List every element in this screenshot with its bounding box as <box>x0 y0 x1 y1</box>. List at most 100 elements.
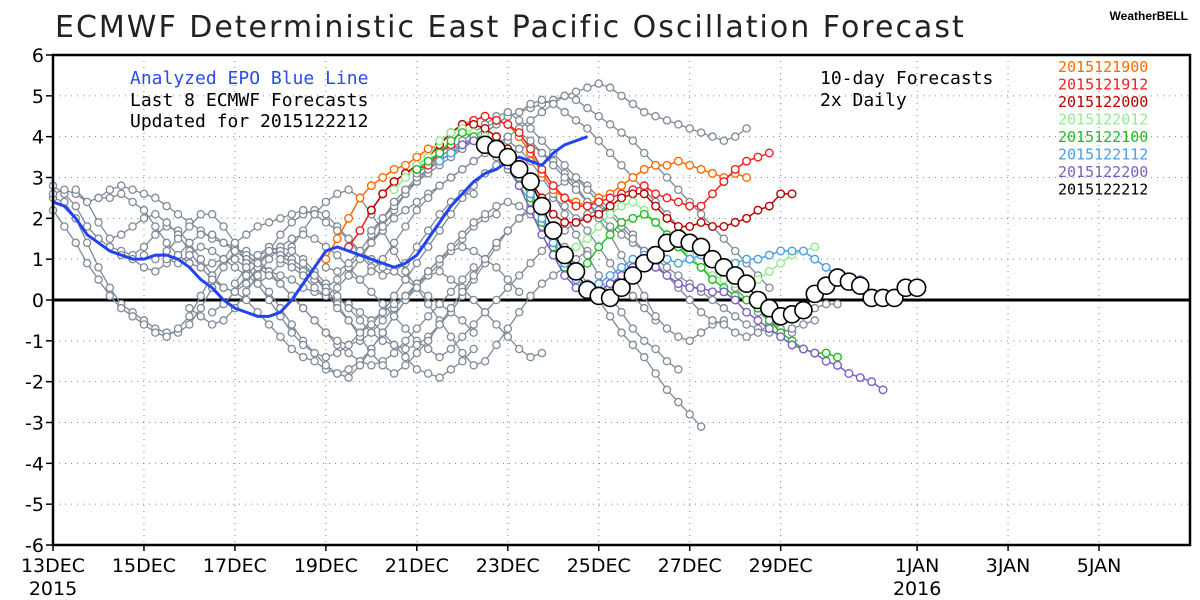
older-forecast-point <box>367 320 376 329</box>
older-forecast-point <box>332 267 342 276</box>
older-forecast-point <box>94 275 103 284</box>
chart-title: ECMWF Deterministic East Pacific Oscilla… <box>55 10 966 45</box>
forecast-point-2015122012 <box>435 136 445 146</box>
older-forecast-point <box>821 299 831 309</box>
older-forecast-point <box>401 267 410 276</box>
older-forecast-point <box>446 332 456 341</box>
older-forecast-point <box>378 316 387 325</box>
older-forecast-point <box>480 307 490 317</box>
forecast-point-2015121900 <box>423 144 433 154</box>
older-forecast-point <box>469 246 478 256</box>
older-forecast-point <box>435 299 444 309</box>
older-forecast-point <box>458 287 467 297</box>
forecast-point-2015121912 <box>560 193 570 203</box>
older-forecast-point <box>321 218 331 227</box>
forecast-point-2015122012 <box>764 266 774 276</box>
older-forecast-point <box>344 316 353 325</box>
older-forecast-point <box>503 107 513 117</box>
forecast-point-2015122100 <box>707 275 717 285</box>
forecast-point-2015121900 <box>412 152 422 162</box>
older-forecast-point <box>605 258 615 268</box>
older-forecast-point <box>310 209 319 219</box>
forecast-point-2015122112 <box>446 148 456 158</box>
older-forecast-point <box>230 279 240 288</box>
older-forecast-point <box>162 238 171 248</box>
forecast-point-2015122200 <box>742 307 752 317</box>
older-forecast-point <box>219 283 228 292</box>
older-forecast-point <box>412 258 422 268</box>
older-forecast-point <box>571 95 581 105</box>
older-forecast-point <box>378 336 387 346</box>
forecast-point-2015122200 <box>798 344 808 354</box>
older-forecast-point <box>162 246 171 256</box>
brand-logo: WeatherBELL <box>1110 9 1188 23</box>
older-forecast-point <box>298 230 308 239</box>
older-forecast-point <box>583 185 592 194</box>
older-forecast-point <box>389 340 399 350</box>
older-forecast-point <box>207 307 217 317</box>
older-forecast-point <box>730 328 740 337</box>
older-forecast-point <box>253 279 262 288</box>
older-forecast-point <box>583 83 592 92</box>
forecast-point-2015122012 <box>776 258 786 268</box>
older-forecast-point <box>253 258 262 268</box>
older-forecast-point <box>730 312 740 321</box>
older-forecast-point <box>253 222 262 231</box>
older-forecast-point <box>594 79 604 88</box>
older-forecast-point <box>605 222 615 231</box>
older-forecast-point <box>605 120 615 129</box>
forecast-point-2015122200 <box>662 271 672 281</box>
forecast-point-2015121912 <box>730 164 740 174</box>
forecast-point-2015122000 <box>571 217 581 227</box>
older-forecast-point <box>469 189 478 199</box>
latest-forecast-point <box>691 237 711 257</box>
older-forecast-point <box>242 230 251 239</box>
latest-forecast-point <box>794 300 813 320</box>
older-forecast-point <box>139 214 149 223</box>
older-forecast-point <box>105 283 115 292</box>
older-forecast-point <box>526 258 535 268</box>
older-forecast-point <box>639 148 649 158</box>
forecast-point-2015121912 <box>673 197 683 207</box>
older-forecast-point <box>696 128 706 137</box>
older-forecast-point <box>264 246 274 256</box>
forecast-point-2015121900 <box>366 181 376 191</box>
forecast-point-2015122000 <box>491 132 501 142</box>
older-forecast-point <box>674 120 683 129</box>
older-forecast-point <box>446 287 456 297</box>
older-forecast-point <box>651 312 660 321</box>
older-forecast-point <box>537 136 547 145</box>
forecast-point-2015122200 <box>696 283 706 293</box>
forecast-point-2015122012 <box>810 242 820 252</box>
forecast-point-2015122100 <box>628 213 638 223</box>
older-forecast-point <box>310 356 319 366</box>
older-forecast-point <box>367 287 376 297</box>
forecast-point-2015122012 <box>628 197 638 207</box>
x-tick-label: 29DEC <box>749 555 813 577</box>
older-forecast-point <box>446 173 456 182</box>
forecast-point-2015122000 <box>639 189 649 199</box>
forecast-point-2015122100 <box>639 209 649 219</box>
older-forecast-point <box>344 303 353 313</box>
y-tick-label: 5 <box>32 86 44 108</box>
older-forecast-point <box>105 291 115 301</box>
older-forecast-point <box>332 189 342 199</box>
older-forecast-point <box>128 312 137 321</box>
older-forecast-point <box>537 246 547 256</box>
forecast-point-2015122012 <box>582 234 592 244</box>
older-forecast-point <box>378 222 387 231</box>
note-analyzed: Analyzed EPO Blue Line <box>130 68 368 89</box>
older-forecast-point <box>685 410 694 419</box>
forecast-point-2015121912 <box>639 181 649 191</box>
grid <box>53 55 1190 545</box>
older-forecast-point <box>185 320 194 329</box>
older-forecast-point <box>583 103 592 113</box>
older-forecast-point <box>571 185 581 194</box>
forecast-point-2015122100 <box>821 348 831 358</box>
latest-forecast-point <box>737 274 756 293</box>
forecast-point-2015122000 <box>787 189 797 199</box>
older-forecast-point <box>310 271 319 280</box>
older-forecast-point <box>412 365 422 374</box>
older-forecast-point <box>674 185 683 194</box>
older-forecast-point <box>310 348 319 358</box>
